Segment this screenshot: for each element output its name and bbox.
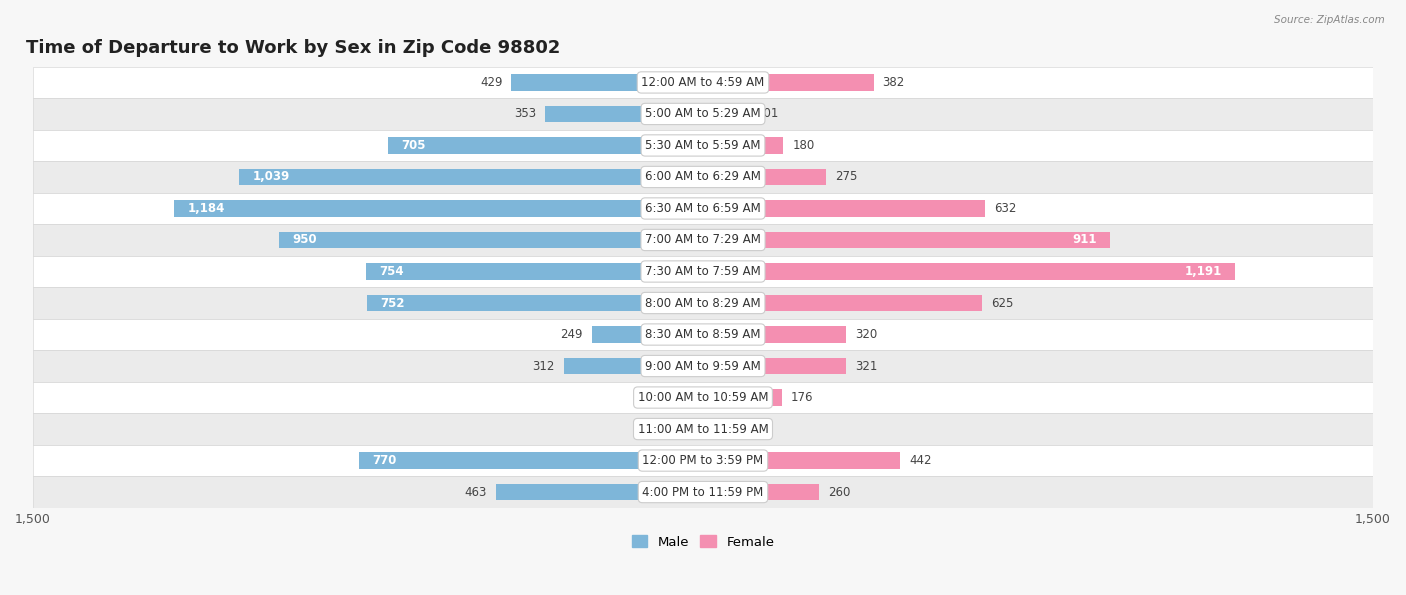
Bar xyxy=(32,224,1374,256)
Text: 950: 950 xyxy=(292,233,316,246)
Text: 382: 382 xyxy=(883,76,905,89)
Text: 752: 752 xyxy=(381,296,405,309)
Text: 1,191: 1,191 xyxy=(1184,265,1222,278)
Bar xyxy=(174,201,703,217)
Bar xyxy=(278,232,703,248)
Bar xyxy=(665,421,703,437)
Text: 1,184: 1,184 xyxy=(187,202,225,215)
Bar xyxy=(32,161,1374,193)
Bar xyxy=(366,264,703,280)
Text: 911: 911 xyxy=(1071,233,1097,246)
Bar xyxy=(359,452,703,469)
Bar xyxy=(32,477,1374,508)
Bar xyxy=(32,287,1374,319)
Bar xyxy=(703,484,820,500)
Text: 321: 321 xyxy=(855,359,877,372)
Text: 353: 353 xyxy=(515,108,536,120)
Text: 625: 625 xyxy=(991,296,1014,309)
Bar xyxy=(32,319,1374,350)
Bar xyxy=(703,169,825,185)
Text: 176: 176 xyxy=(790,391,813,404)
Text: 260: 260 xyxy=(828,486,851,499)
Text: 770: 770 xyxy=(373,454,396,467)
Text: 6:30 AM to 6:59 AM: 6:30 AM to 6:59 AM xyxy=(645,202,761,215)
Text: 632: 632 xyxy=(994,202,1017,215)
Text: 312: 312 xyxy=(533,359,555,372)
Bar xyxy=(703,232,1109,248)
Bar xyxy=(703,106,748,122)
Bar xyxy=(512,74,703,90)
Bar xyxy=(32,414,1374,445)
Text: 442: 442 xyxy=(910,454,932,467)
Bar xyxy=(32,445,1374,477)
Bar xyxy=(564,358,703,374)
Bar xyxy=(703,326,846,343)
Text: 93: 93 xyxy=(638,391,652,404)
Text: 249: 249 xyxy=(561,328,583,341)
Bar xyxy=(703,295,983,311)
Bar xyxy=(32,193,1374,224)
Text: 101: 101 xyxy=(756,108,779,120)
Bar xyxy=(592,326,703,343)
Text: 754: 754 xyxy=(380,265,404,278)
Text: 9:00 AM to 9:59 AM: 9:00 AM to 9:59 AM xyxy=(645,359,761,372)
Bar xyxy=(703,264,1234,280)
Bar xyxy=(703,358,846,374)
Bar xyxy=(32,382,1374,414)
Text: 6:00 AM to 6:29 AM: 6:00 AM to 6:29 AM xyxy=(645,171,761,183)
Text: Time of Departure to Work by Sex in Zip Code 98802: Time of Departure to Work by Sex in Zip … xyxy=(27,39,561,57)
Bar xyxy=(32,67,1374,98)
Text: 180: 180 xyxy=(793,139,814,152)
Bar xyxy=(703,201,986,217)
Text: 84: 84 xyxy=(641,422,657,436)
Bar xyxy=(32,350,1374,382)
Bar xyxy=(32,98,1374,130)
Text: 10:00 AM to 10:59 AM: 10:00 AM to 10:59 AM xyxy=(638,391,768,404)
Bar xyxy=(496,484,703,500)
Text: Source: ZipAtlas.com: Source: ZipAtlas.com xyxy=(1274,15,1385,25)
Text: 5:30 AM to 5:59 AM: 5:30 AM to 5:59 AM xyxy=(645,139,761,152)
Bar xyxy=(703,389,782,406)
Text: 57: 57 xyxy=(737,422,752,436)
Text: 12:00 PM to 3:59 PM: 12:00 PM to 3:59 PM xyxy=(643,454,763,467)
Text: 8:00 AM to 8:29 AM: 8:00 AM to 8:29 AM xyxy=(645,296,761,309)
Bar xyxy=(367,295,703,311)
Text: 429: 429 xyxy=(479,76,502,89)
Text: 7:00 AM to 7:29 AM: 7:00 AM to 7:29 AM xyxy=(645,233,761,246)
Bar xyxy=(239,169,703,185)
Text: 11:00 AM to 11:59 AM: 11:00 AM to 11:59 AM xyxy=(638,422,768,436)
Bar xyxy=(703,421,728,437)
Bar xyxy=(661,389,703,406)
Legend: Male, Female: Male, Female xyxy=(626,530,780,554)
Text: 463: 463 xyxy=(465,486,488,499)
Bar xyxy=(703,74,873,90)
Bar xyxy=(388,137,703,154)
Bar xyxy=(703,137,783,154)
Text: 12:00 AM to 4:59 AM: 12:00 AM to 4:59 AM xyxy=(641,76,765,89)
Bar xyxy=(32,130,1374,161)
Text: 705: 705 xyxy=(402,139,426,152)
Text: 8:30 AM to 8:59 AM: 8:30 AM to 8:59 AM xyxy=(645,328,761,341)
Bar xyxy=(546,106,703,122)
Bar xyxy=(32,256,1374,287)
Text: 320: 320 xyxy=(855,328,877,341)
Text: 4:00 PM to 11:59 PM: 4:00 PM to 11:59 PM xyxy=(643,486,763,499)
Text: 7:30 AM to 7:59 AM: 7:30 AM to 7:59 AM xyxy=(645,265,761,278)
Text: 275: 275 xyxy=(835,171,858,183)
Text: 5:00 AM to 5:29 AM: 5:00 AM to 5:29 AM xyxy=(645,108,761,120)
Text: 1,039: 1,039 xyxy=(252,171,290,183)
Bar xyxy=(703,452,900,469)
